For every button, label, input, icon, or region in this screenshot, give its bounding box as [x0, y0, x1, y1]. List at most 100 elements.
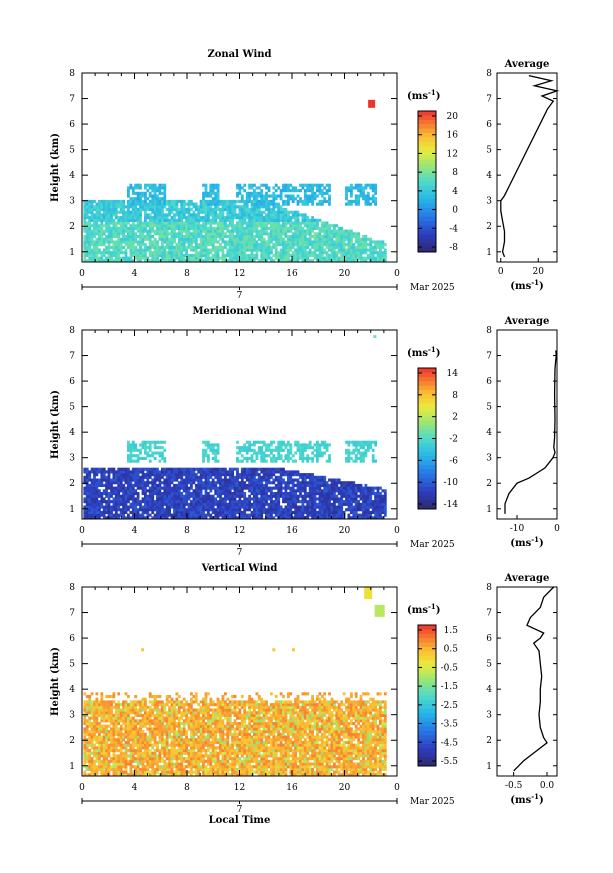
heatmap-cell	[173, 483, 176, 487]
heatmap-cell	[226, 205, 230, 209]
heatmap-cell	[88, 502, 92, 506]
heatmap-cell	[168, 473, 171, 477]
heatmap-cell	[381, 240, 385, 244]
heatmap-cell	[190, 470, 193, 474]
heatmap-cell	[95, 516, 99, 520]
heatmap-cell	[90, 208, 94, 212]
heatmap-cell	[95, 483, 99, 487]
heatmap-cell	[153, 256, 157, 260]
heatmap-cell	[231, 253, 234, 257]
heatmap-cell	[376, 251, 380, 255]
heatmap-cell	[226, 218, 230, 222]
heatmap-cell	[112, 253, 116, 257]
heatmap-cell	[311, 194, 314, 198]
heatmap-cell	[88, 226, 92, 230]
heatmap-cell	[90, 253, 94, 257]
heatmap-cell	[274, 505, 278, 509]
heatmap-cell	[134, 226, 138, 230]
heatmap-cell	[274, 510, 278, 514]
heatmap-cell	[180, 243, 184, 247]
heatmap-cell	[194, 243, 198, 247]
heatmap-cell	[226, 473, 230, 477]
heatmap-cell	[161, 456, 164, 460]
heatmap-cell	[340, 492, 344, 496]
heatmap-cell	[114, 221, 118, 225]
heatmap-cell	[294, 237, 297, 241]
heatmap-cell	[265, 516, 268, 520]
heatmap-cell	[311, 508, 314, 512]
heatmap-cell	[245, 456, 249, 460]
heatmap-cell	[165, 243, 169, 247]
heatmap-cell	[168, 237, 171, 241]
heatmap-cell	[187, 486, 191, 490]
heatmap-cell	[182, 500, 186, 504]
heatmap-cell	[274, 245, 278, 249]
heatmap-cell	[93, 489, 96, 493]
heatmap-cell	[238, 205, 242, 209]
heatmap-cell	[151, 454, 155, 458]
heatmap-cell	[219, 245, 222, 249]
heatmap-cell	[197, 232, 201, 236]
heatmap-cell	[366, 197, 370, 201]
heatmap-cell	[243, 210, 247, 214]
heatmap-cell	[260, 216, 264, 220]
heatmap-cell	[330, 224, 334, 228]
heatmap-cell	[369, 253, 373, 257]
heatmap-cell	[357, 202, 360, 206]
heatmap-cell	[85, 510, 89, 514]
heatmap-cell	[221, 248, 225, 252]
heatmap-cell	[267, 446, 271, 450]
heatmap-cell	[214, 497, 218, 501]
heatmap-cell	[306, 229, 310, 233]
heatmap-cell	[272, 440, 276, 444]
heatmap-cell	[214, 240, 218, 244]
heatmap-cell	[357, 451, 360, 455]
heatmap-cell	[313, 500, 317, 504]
heatmap-cell	[255, 440, 259, 444]
heatmap-cell	[253, 240, 256, 244]
heatmap-cell	[151, 440, 155, 444]
heatmap-cell	[209, 448, 213, 452]
heatmap-cell	[105, 470, 108, 474]
heatmap-cell	[257, 235, 261, 239]
heatmap-cell	[219, 216, 222, 220]
heatmap-cell	[199, 486, 203, 490]
heatmap-cell	[216, 253, 220, 257]
heatmap-cell	[313, 251, 317, 255]
heatmap-cell	[131, 483, 135, 487]
heatmap-cell	[383, 259, 387, 263]
heatmap-cell	[301, 235, 305, 239]
heatmap-cell	[153, 481, 157, 485]
heatmap-cell	[250, 256, 254, 260]
heatmap-cell	[313, 505, 317, 509]
heatmap-cell	[345, 483, 348, 487]
heatmap-cell	[328, 226, 331, 230]
heatmap-cell	[250, 248, 254, 252]
heatmap-cell	[333, 251, 336, 255]
heatmap-cell	[345, 189, 348, 193]
heatmap-cell	[294, 235, 297, 239]
heatmap-cell	[325, 502, 329, 506]
heatmap-cell	[151, 481, 155, 485]
heatmap-cell	[289, 505, 293, 509]
heatmap-cell	[226, 259, 230, 263]
heatmap-cell	[177, 502, 181, 506]
heatmap-cell	[313, 475, 317, 479]
heatmap-cell	[362, 489, 365, 493]
heatmap-cell	[105, 251, 108, 255]
heatmap-cell	[257, 191, 261, 195]
heatmap-cell	[371, 256, 375, 260]
heatmap-cell	[270, 510, 273, 514]
heatmap-cell	[85, 237, 89, 241]
heatmap-cell	[374, 191, 377, 195]
heatmap-cell	[279, 470, 283, 474]
heatmap-cell	[345, 232, 348, 236]
heatmap-cell	[129, 451, 133, 455]
heatmap-cell	[158, 210, 162, 214]
heatmap-cell	[299, 237, 302, 241]
heatmap-cell	[185, 486, 188, 490]
heatmap-cell	[129, 202, 133, 206]
heatmap-cell	[187, 218, 191, 222]
heatmap-cell	[156, 218, 159, 222]
heatmap-cell	[153, 446, 157, 450]
